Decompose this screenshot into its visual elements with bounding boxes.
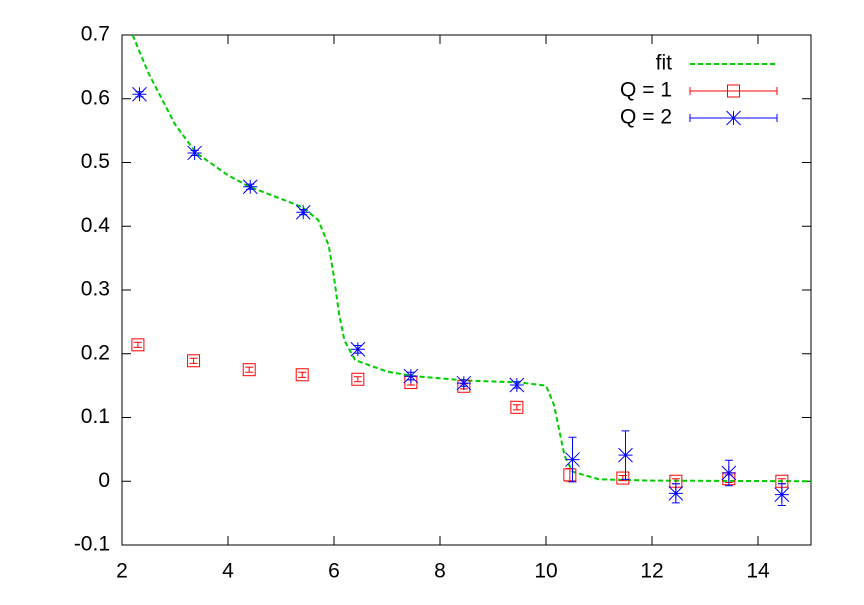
error-bar [298, 371, 307, 378]
star-marker [295, 204, 311, 220]
marker-shape [187, 145, 202, 161]
star-marker [350, 341, 366, 357]
marker-shape [727, 84, 740, 98]
square-marker [563, 468, 577, 482]
star-marker [721, 465, 737, 481]
marker-shape [350, 341, 366, 357]
marker-shape [563, 468, 577, 482]
star-marker [509, 377, 525, 393]
star-marker [774, 487, 790, 502]
x-tick-label: 10 [534, 560, 557, 583]
star-marker [242, 179, 258, 195]
error-bar [353, 376, 362, 383]
legend-label: Q = 2 [620, 106, 672, 129]
star-marker [668, 486, 684, 501]
square-marker [295, 368, 309, 382]
marker-shape [726, 110, 741, 126]
star-marker [403, 368, 419, 384]
legend-label: Q = 1 [620, 79, 672, 102]
marker-shape [131, 338, 145, 352]
legend-label: fit [656, 52, 673, 75]
square-marker [616, 471, 630, 485]
x-tick-label: 4 [222, 560, 234, 583]
fit-line [131, 35, 811, 483]
x-tick-label: 12 [640, 560, 663, 583]
star-marker [565, 452, 580, 467]
marker-shape [242, 363, 256, 377]
marker-shape [565, 452, 580, 467]
marker-shape [295, 368, 309, 382]
square-marker [131, 338, 145, 352]
x-tick-label: 14 [746, 560, 770, 583]
square-marker [727, 84, 740, 98]
star-marker [132, 86, 147, 102]
y-tick-label: 0.4 [81, 214, 111, 237]
y-tick-label: 0.1 [81, 405, 110, 428]
star-marker [726, 110, 741, 126]
square-marker [187, 354, 201, 368]
error-bar [245, 366, 254, 373]
x-tick-label: 6 [328, 560, 340, 583]
marker-shape [456, 375, 472, 391]
x-tick-label: 2 [116, 560, 128, 583]
error-bar [133, 341, 142, 348]
legend-sample [689, 87, 778, 95]
y-tick-label: -0.1 [74, 533, 110, 556]
marker-shape [132, 86, 147, 102]
marker-shape [774, 487, 790, 502]
marker-shape [242, 179, 258, 195]
star-marker [618, 447, 633, 463]
y-tick-label: 0.3 [81, 278, 110, 301]
marker-shape [616, 471, 630, 485]
error-bar [512, 404, 521, 411]
marker-shape [668, 486, 684, 501]
marker-shape [721, 465, 737, 481]
y-tick-label: 0.7 [81, 23, 110, 46]
square-marker [351, 372, 365, 386]
square-marker [242, 363, 256, 377]
y-tick-label: 0.5 [81, 150, 110, 173]
marker-shape [403, 368, 419, 384]
x-tick-label: 8 [434, 560, 446, 583]
y-tick-label: 0.6 [81, 86, 110, 109]
marker-shape [509, 377, 525, 393]
y-tick-label: 0 [98, 469, 110, 492]
marker-shape [187, 354, 201, 368]
star-marker [187, 145, 202, 161]
y-tick-label: 0.2 [81, 341, 110, 364]
marker-shape [510, 400, 524, 414]
marker-shape [351, 372, 365, 386]
error-bar [189, 357, 198, 364]
square-marker [510, 400, 524, 414]
plot-frame [121, 34, 812, 546]
marker-shape [295, 204, 311, 220]
marker-shape [618, 447, 633, 463]
star-marker [456, 375, 472, 391]
